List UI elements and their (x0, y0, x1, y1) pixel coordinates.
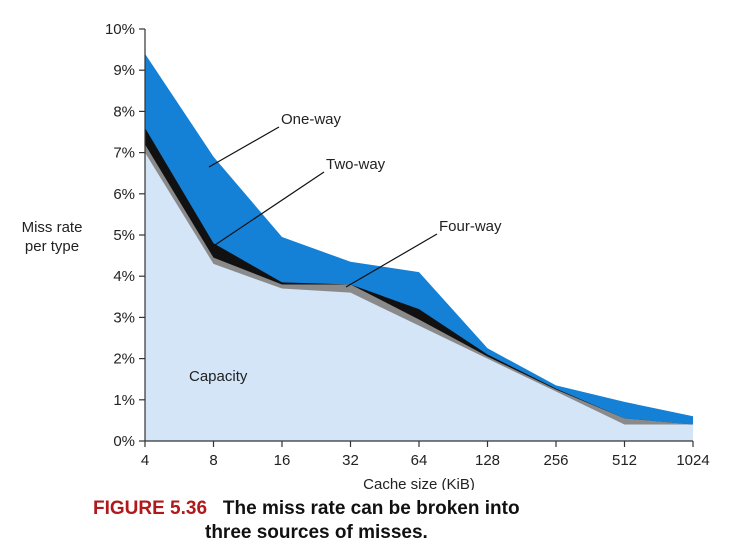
y-axis-label-line2: per type (25, 238, 79, 255)
y-tick-label: 10% (105, 21, 135, 38)
x-tick-label: 128 (475, 452, 500, 469)
x-tick-label: 16 (274, 452, 291, 469)
y-tick-label: 6% (113, 186, 135, 203)
y-tick-label: 2% (113, 351, 135, 368)
x-tick-labels: 4 8 16 32 64 128 256 512 1024 (141, 441, 710, 469)
miss-rate-chart: 0% 1% 2% 3% 4% 5% 6% 7% 8% 9% 10% 4 8 16 32 64 128 256 51… (22, 21, 710, 490)
y-axis-label-line1: Miss rate (22, 219, 83, 236)
series-label-capacity: Capacity (189, 368, 248, 385)
x-axis-label: Cache size (KiB) (363, 476, 475, 490)
x-tick-label: 4 (141, 452, 149, 469)
y-tick-label: 5% (113, 227, 135, 244)
leader-line-two-way (214, 171, 325, 246)
series-label-two-way: Two-way (326, 156, 386, 173)
x-tick-label: 64 (411, 452, 428, 469)
area-capacity (145, 152, 693, 441)
y-tick-label: 0% (113, 433, 135, 450)
y-tick-label: 7% (113, 145, 135, 162)
series-label-four-way: Four-way (439, 218, 502, 235)
leader-line-one-way (208, 126, 280, 168)
x-tick-label: 1024 (676, 452, 709, 469)
x-tick-label: 32 (342, 452, 359, 469)
x-tick-label: 8 (209, 452, 217, 469)
y-tick-label: 3% (113, 309, 135, 326)
area-series-group (145, 53, 693, 442)
series-label-one-way: One-way (281, 111, 342, 128)
caption-line1: The miss rate can be broken into (222, 498, 520, 519)
series-annotations: One-way Two-way Four-way Capacity (189, 111, 502, 385)
y-tick-label: 4% (113, 268, 135, 285)
figure-number: FIGURE 5.36 (93, 498, 208, 519)
figure-caption-line2: three sources of misses. (205, 521, 428, 545)
y-tick-label: 1% (113, 392, 135, 409)
caption-line2: three sources of misses. (205, 522, 428, 543)
y-tick-labels: 0% 1% 2% 3% 4% 5% 6% 7% 8% 9% 10% (105, 21, 145, 450)
figure-caption: FIGURE 5.36 The miss rate can be broken … (93, 497, 520, 521)
y-tick-label: 9% (113, 62, 135, 79)
leader-line-four-way (345, 233, 438, 288)
x-tick-label: 256 (543, 452, 568, 469)
y-tick-label: 8% (113, 103, 135, 120)
x-tick-label: 512 (612, 452, 637, 469)
